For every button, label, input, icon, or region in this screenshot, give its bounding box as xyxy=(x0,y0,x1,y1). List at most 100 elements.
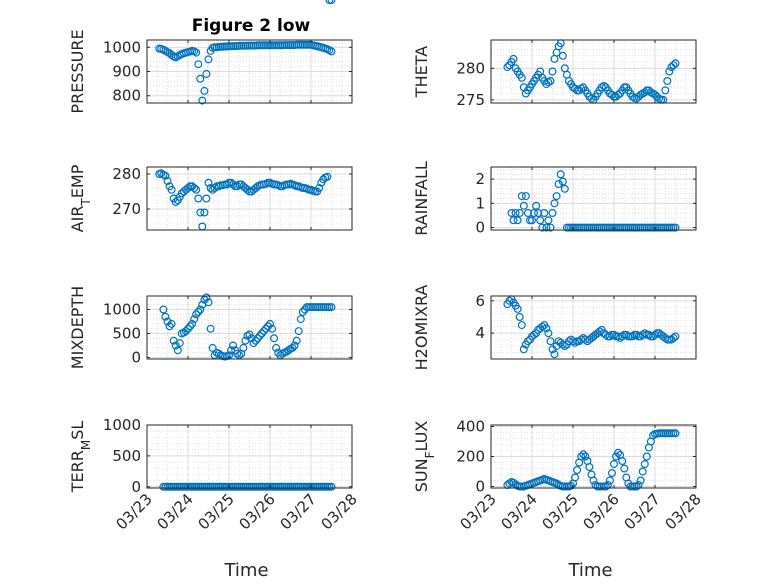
data-point xyxy=(327,0,336,4)
data-point xyxy=(190,315,199,324)
data-point xyxy=(515,313,524,322)
data-point xyxy=(663,76,672,85)
y-axis-label-text: TERR xyxy=(68,450,87,493)
data-point xyxy=(503,63,512,72)
data-point xyxy=(661,86,670,95)
data-point xyxy=(671,59,680,68)
data-point xyxy=(573,466,582,475)
data-point xyxy=(527,216,536,225)
data-point xyxy=(614,90,623,99)
data-point xyxy=(257,329,266,338)
data-point xyxy=(523,337,532,346)
data-point xyxy=(669,334,678,343)
data-point xyxy=(194,60,203,69)
data-point xyxy=(171,198,180,207)
data-point xyxy=(607,90,616,99)
y-axis-label: THETA xyxy=(412,46,431,98)
data-point xyxy=(642,452,651,461)
data-point xyxy=(671,332,680,341)
data-point xyxy=(249,339,258,348)
data-point xyxy=(288,343,297,352)
subplot-air: 270 280 AIRTEMP xyxy=(68,0,353,232)
major-grid xyxy=(491,425,696,488)
data-point xyxy=(609,330,618,339)
data-point xyxy=(245,330,254,339)
data-point xyxy=(515,209,524,218)
data-point xyxy=(595,327,604,336)
y-axis-label: MIXDEPTH xyxy=(68,286,87,369)
data-point xyxy=(315,184,324,193)
data-point xyxy=(605,476,614,485)
y-tick-label: 2 xyxy=(475,170,485,188)
data-point xyxy=(290,341,299,350)
data-point xyxy=(669,61,678,70)
data-point xyxy=(247,334,256,343)
data-point xyxy=(607,469,616,478)
data-point xyxy=(517,73,526,82)
data-point xyxy=(296,315,305,324)
data-point xyxy=(550,350,559,359)
y-axis-label: TERRMSL xyxy=(68,421,93,494)
data-point xyxy=(167,319,176,328)
data-series xyxy=(159,482,336,491)
y-axis-label-subscript: M xyxy=(79,440,93,450)
data-point xyxy=(270,334,279,343)
axes-box xyxy=(490,166,697,231)
axes-box xyxy=(146,166,353,231)
data-point xyxy=(173,346,182,355)
data-point xyxy=(323,172,332,181)
data-point xyxy=(577,452,586,461)
y-tick-label: 6 xyxy=(475,292,485,310)
data-point xyxy=(253,334,262,343)
axes-background xyxy=(147,425,352,488)
data-point xyxy=(268,324,277,333)
data-point xyxy=(570,473,579,482)
y-axis-label: PRESSURE xyxy=(68,29,87,113)
data-series xyxy=(159,293,336,361)
y-axis-label-text: THETA xyxy=(412,46,431,98)
data-series xyxy=(503,39,680,104)
data-point xyxy=(640,88,649,97)
data-point xyxy=(227,346,236,355)
data-point xyxy=(529,209,538,218)
data-point xyxy=(605,332,614,341)
data-point xyxy=(239,343,248,352)
data-point xyxy=(556,170,565,179)
axes-background xyxy=(491,296,696,359)
data-point xyxy=(163,317,172,326)
data-point xyxy=(519,201,528,210)
data-point xyxy=(186,322,195,331)
data-point xyxy=(579,450,588,459)
data-point xyxy=(517,321,526,330)
data-point xyxy=(202,194,211,203)
major-grid xyxy=(491,167,696,230)
data-point xyxy=(264,322,273,331)
data-point xyxy=(284,346,293,355)
data-point xyxy=(206,324,215,333)
data-point xyxy=(529,330,538,339)
y-tick-label: 900 xyxy=(112,63,141,81)
subplot-h2omixra: 4 6 H2OMIXRA xyxy=(412,285,697,370)
data-point xyxy=(517,192,526,201)
data-point xyxy=(208,343,217,352)
y-axis-label: SUNFLUX xyxy=(412,421,437,493)
y-axis-label-text: PRESSURE xyxy=(68,29,87,113)
y-tick-label: 0 xyxy=(131,478,141,496)
data-point xyxy=(628,332,637,341)
data-point xyxy=(640,460,649,469)
data-point xyxy=(636,476,645,485)
data-point xyxy=(196,208,205,217)
y-tick-label: 1000 xyxy=(103,38,141,56)
y-axis-label-text: MIXDEPTH xyxy=(68,286,87,369)
data-point xyxy=(184,184,193,193)
subplot-rainfall: 0 1 2 RAINFALL xyxy=(412,161,697,237)
y-tick-label: 4 xyxy=(475,324,485,342)
data-point xyxy=(196,74,205,83)
data-point xyxy=(157,169,166,178)
data-point xyxy=(538,223,547,232)
data-point xyxy=(181,327,190,336)
y-tick-label: 200 xyxy=(456,448,485,466)
data-point xyxy=(511,209,520,218)
major-grid xyxy=(147,40,352,103)
data-point xyxy=(628,92,637,101)
